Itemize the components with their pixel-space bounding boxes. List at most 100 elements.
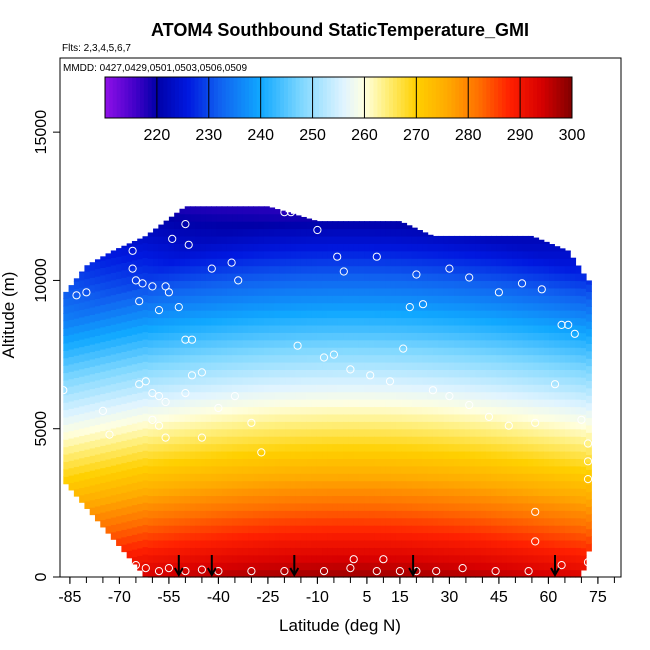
heatmap-cell xyxy=(353,428,360,437)
heatmap-cell xyxy=(411,250,418,259)
heatmap-cell xyxy=(337,406,344,415)
colorbar-segment xyxy=(248,77,254,118)
heatmap-cell xyxy=(522,488,529,497)
heatmap-cell xyxy=(586,321,592,330)
heatmap-cell xyxy=(543,450,550,459)
heatmap-cell xyxy=(285,428,291,437)
heatmap-cell xyxy=(490,332,497,341)
heatmap-cell xyxy=(300,428,307,437)
colorbar-segment xyxy=(315,77,320,118)
heatmap-cell xyxy=(464,539,471,548)
heatmap-cell xyxy=(427,450,434,459)
heatmap-cell xyxy=(137,466,144,475)
heatmap-cell xyxy=(253,317,260,326)
heatmap-cell xyxy=(73,303,80,312)
heatmap-cell xyxy=(274,495,281,504)
heatmap-cell xyxy=(190,539,196,548)
heatmap-cell xyxy=(580,451,587,460)
heatmap-cell xyxy=(190,258,196,267)
heatmap-cell xyxy=(570,488,577,497)
colorbar-segment xyxy=(276,77,281,118)
heatmap-cell xyxy=(459,361,466,370)
heatmap-cell xyxy=(401,376,408,385)
heatmap-cell xyxy=(311,495,318,504)
heatmap-cell xyxy=(216,347,223,356)
heatmap-cell xyxy=(485,376,492,385)
heatmap-cell xyxy=(427,517,434,526)
heatmap-cell xyxy=(464,354,471,363)
heatmap-cell xyxy=(63,365,70,374)
heatmap-cell xyxy=(512,532,518,541)
heatmap-cell xyxy=(411,332,418,341)
heatmap-cell xyxy=(575,391,582,400)
heatmap-cell xyxy=(253,510,260,519)
heatmap-cell xyxy=(527,488,534,497)
heatmap-cell xyxy=(242,273,249,282)
heatmap-cell xyxy=(68,437,75,446)
heatmap-cell xyxy=(490,547,497,556)
heatmap-cell xyxy=(190,347,196,356)
colorbar-segment xyxy=(178,77,184,118)
heatmap-cell xyxy=(475,569,482,578)
heatmap-cell xyxy=(63,387,70,396)
heatmap-cell xyxy=(94,483,101,492)
heatmap-cell xyxy=(432,280,439,289)
heatmap-cell xyxy=(147,450,154,459)
heatmap-cell xyxy=(121,284,128,293)
heatmap-cell xyxy=(522,525,529,534)
heatmap-cell xyxy=(300,443,307,452)
heatmap-cell xyxy=(121,529,128,538)
heatmap-cell xyxy=(422,421,429,430)
heatmap-cell xyxy=(190,243,196,252)
heatmap-cell xyxy=(79,287,86,296)
heatmap-cell xyxy=(438,436,445,445)
heatmap-cell xyxy=(116,308,122,317)
heatmap-cell xyxy=(475,258,482,267)
heatmap-cell xyxy=(364,421,371,430)
heatmap-cell xyxy=(443,406,450,415)
heatmap-cell xyxy=(232,361,239,370)
heatmap-cell xyxy=(522,473,529,482)
heatmap-cell xyxy=(63,446,70,455)
heatmap-cell xyxy=(274,517,281,526)
heatmap-cell xyxy=(84,441,91,450)
heatmap-cell xyxy=(311,525,318,534)
heatmap-cell xyxy=(559,428,566,437)
heatmap-cell xyxy=(84,426,91,435)
heatmap-cell xyxy=(105,444,112,453)
heatmap-cell xyxy=(353,480,360,489)
heatmap-cell xyxy=(575,317,582,326)
heatmap-cell xyxy=(417,554,423,563)
heatmap-cell xyxy=(121,418,128,427)
heatmap-cell xyxy=(417,258,423,267)
heatmap-cell xyxy=(517,443,524,452)
heatmap-cell xyxy=(147,384,154,393)
heatmap-cell xyxy=(242,295,249,304)
heatmap-cell xyxy=(306,273,313,282)
heatmap-cell xyxy=(258,517,265,526)
heatmap-cell xyxy=(549,273,555,282)
heatmap-cell xyxy=(480,354,487,363)
heatmap-cell xyxy=(554,554,561,563)
heatmap-cell xyxy=(190,421,196,430)
heatmap-cell xyxy=(237,228,244,237)
heatmap-cell xyxy=(337,287,344,296)
heatmap-cell xyxy=(190,228,196,237)
heatmap-cell xyxy=(195,406,202,415)
colorbar-segment xyxy=(385,77,390,118)
heatmap-cell xyxy=(348,354,355,363)
heatmap-cell xyxy=(327,458,334,467)
heatmap-cell xyxy=(459,391,466,400)
heatmap-cell xyxy=(269,413,276,422)
heatmap-cell xyxy=(110,428,117,437)
heatmap-cell xyxy=(63,416,70,425)
heatmap-cell xyxy=(79,316,86,325)
heatmap-cell xyxy=(110,479,117,488)
heatmap-cell xyxy=(401,384,408,393)
heatmap-cell xyxy=(512,324,518,333)
heatmap-cell xyxy=(464,532,471,541)
heatmap-cell xyxy=(179,480,186,489)
heatmap-cell xyxy=(401,399,408,408)
heatmap-cell xyxy=(84,434,91,443)
heatmap-cell xyxy=(290,443,297,452)
